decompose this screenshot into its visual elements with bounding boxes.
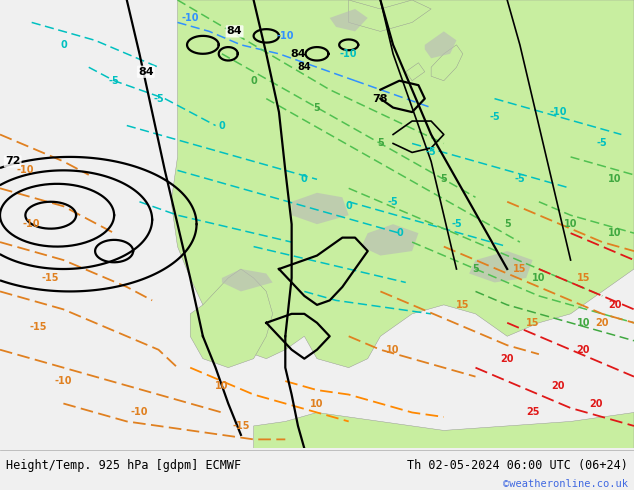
Text: ©weatheronline.co.uk: ©weatheronline.co.uk [503,479,628,489]
Text: 15: 15 [576,273,590,283]
Text: 15: 15 [513,264,527,274]
Text: 20: 20 [608,300,622,310]
Text: 84: 84 [138,67,153,77]
Text: 20: 20 [551,381,565,391]
Text: -5: -5 [109,75,119,86]
Text: -5: -5 [451,219,462,229]
Text: -10: -10 [23,219,41,229]
Text: 0: 0 [396,228,403,238]
Text: 5: 5 [504,219,510,229]
Text: 5: 5 [377,139,384,148]
Text: 20: 20 [500,354,514,364]
Text: 0: 0 [219,121,225,130]
Text: 10: 10 [608,174,622,184]
Text: 84: 84 [297,62,311,72]
Text: Height/Temp. 925 hPa [gdpm] ECMWF: Height/Temp. 925 hPa [gdpm] ECMWF [6,459,242,471]
Text: 10: 10 [215,381,229,391]
Text: -10: -10 [276,31,294,41]
Text: -15: -15 [232,421,250,431]
Text: -5: -5 [388,197,398,207]
Text: 10: 10 [532,273,546,283]
Text: 5: 5 [441,174,447,184]
Text: 0: 0 [301,174,307,184]
Text: 10: 10 [608,228,622,238]
Text: -10: -10 [340,49,358,59]
Text: -5: -5 [515,174,525,184]
Text: -5: -5 [153,94,164,104]
Text: Th 02-05-2024 06:00 UTC (06+24): Th 02-05-2024 06:00 UTC (06+24) [407,459,628,471]
Text: 0: 0 [346,201,352,211]
Text: 84: 84 [227,26,242,36]
Text: 20: 20 [589,398,603,409]
Text: -15: -15 [42,273,60,283]
Text: 5: 5 [314,102,320,113]
Text: -10: -10 [16,165,34,175]
Text: -5: -5 [489,112,500,122]
Text: 84: 84 [290,49,306,59]
Text: 15: 15 [456,300,470,310]
Text: -10: -10 [549,107,567,117]
Text: -15: -15 [29,322,47,332]
Text: 72: 72 [5,156,20,167]
Text: 25: 25 [526,408,540,417]
Text: 10: 10 [576,318,590,328]
Text: -5: -5 [597,139,607,148]
Text: -10: -10 [181,13,199,23]
Text: 20: 20 [595,318,609,328]
Text: 5: 5 [472,264,479,274]
Text: 10: 10 [564,219,578,229]
Text: -5: -5 [426,147,436,157]
Text: 20: 20 [576,344,590,355]
Text: 0: 0 [60,40,67,50]
Text: 15: 15 [526,318,540,328]
Text: 10: 10 [310,398,324,409]
Text: -10: -10 [131,408,148,417]
Text: 10: 10 [386,344,400,355]
Text: 78: 78 [373,94,388,104]
Text: -10: -10 [55,376,72,386]
Text: 0: 0 [250,75,257,86]
